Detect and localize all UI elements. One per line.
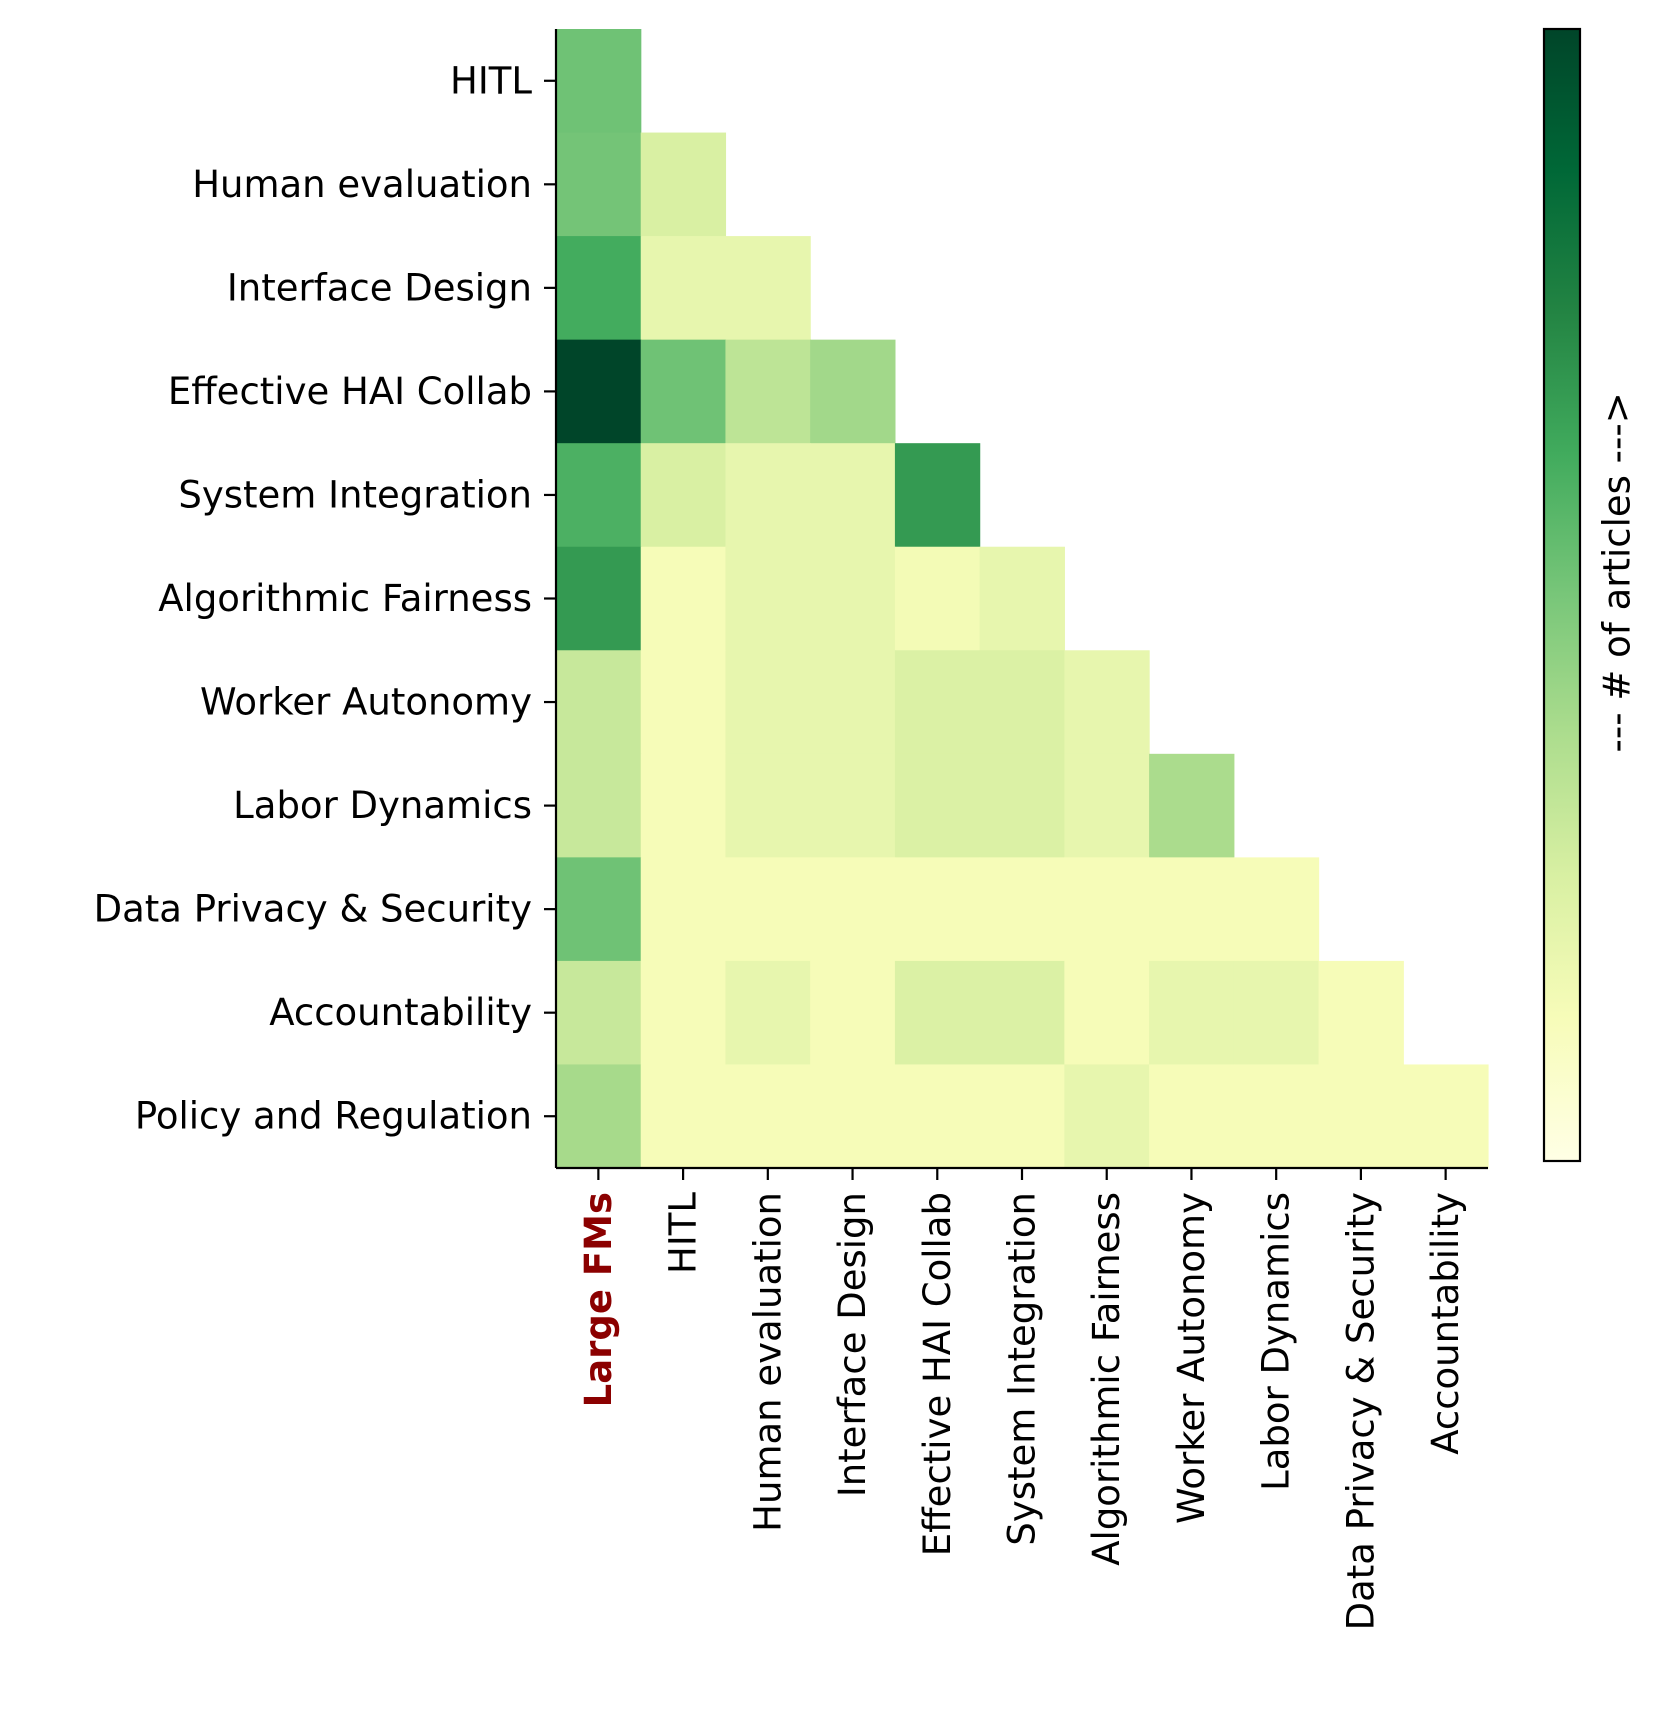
heatmap-cell bbox=[725, 960, 811, 1066]
heatmap-cell bbox=[894, 650, 981, 755]
x-tick-label: Data Privacy & Security bbox=[1339, 1192, 1382, 1630]
heatmap-cell bbox=[556, 1064, 642, 1169]
x-tick-label: Accountability bbox=[1424, 1192, 1467, 1455]
heatmap-cell bbox=[640, 546, 727, 651]
heatmap-cell bbox=[979, 546, 1065, 651]
heatmap-cell bbox=[1149, 753, 1235, 858]
heatmap-cell bbox=[810, 753, 896, 858]
y-tick-label: Worker Autonomy bbox=[200, 681, 532, 724]
heatmap-cell bbox=[894, 1064, 981, 1169]
y-tick-label: Algorithmic Fairness bbox=[158, 577, 532, 620]
heatmap-cell bbox=[1064, 650, 1150, 755]
heatmap-cell bbox=[979, 857, 1065, 962]
x-tick-label: HITL bbox=[662, 1192, 705, 1274]
heatmap-cell bbox=[556, 29, 642, 134]
colorbar-label: --- # of articles ---> bbox=[1596, 392, 1639, 752]
heatmap-cell bbox=[810, 960, 896, 1066]
heatmap-cell bbox=[640, 339, 727, 444]
heatmap-cell bbox=[810, 857, 896, 962]
heatmap-cell bbox=[810, 546, 896, 651]
heatmap-cells bbox=[556, 29, 1489, 1169]
heatmap-cell bbox=[640, 650, 727, 755]
y-tick-label: Effective HAI Collab bbox=[168, 370, 532, 413]
heatmap-cell bbox=[556, 339, 642, 444]
heatmap-cell bbox=[725, 339, 811, 444]
heatmap-cell bbox=[640, 753, 727, 858]
heatmap-cell bbox=[810, 443, 896, 548]
x-tick-label: Human evaluation bbox=[746, 1192, 789, 1532]
heatmap-cell bbox=[640, 132, 727, 237]
heatmap-cell bbox=[894, 443, 981, 548]
heatmap-axes bbox=[544, 29, 1488, 1180]
heatmap-cell bbox=[725, 236, 811, 341]
heatmap-cell bbox=[1064, 1064, 1150, 1169]
x-tick-label-highlight: Large FMs bbox=[577, 1192, 620, 1407]
heatmap-cell bbox=[725, 650, 811, 755]
heatmap-cell bbox=[725, 857, 811, 962]
heatmap-cell bbox=[979, 1064, 1065, 1169]
y-tick-label: Policy and Regulation bbox=[135, 1095, 532, 1138]
heatmap-cell bbox=[556, 650, 642, 755]
heatmap-cell bbox=[979, 960, 1065, 1066]
heatmap-cell bbox=[1233, 960, 1320, 1066]
x-tick-label: Worker Autonomy bbox=[1170, 1192, 1213, 1524]
heatmap-cell bbox=[1318, 960, 1404, 1066]
x-tick-label: Algorithmic Fairness bbox=[1085, 1192, 1128, 1566]
heatmap-cell bbox=[725, 443, 811, 548]
colorbar: --- # of articles ---> bbox=[1542, 27, 1639, 1163]
heatmap-cell bbox=[894, 857, 981, 962]
heatmap-cell bbox=[1064, 857, 1150, 962]
heatmap-cell bbox=[1149, 1064, 1235, 1169]
x-tick-label: Effective HAI Collab bbox=[916, 1192, 959, 1556]
x-tick-label: Interface Design bbox=[831, 1192, 874, 1497]
heatmap-cell bbox=[979, 650, 1065, 755]
y-tick-label: Human evaluation bbox=[192, 163, 532, 206]
heatmap-cell bbox=[725, 1064, 811, 1169]
heatmap-cell bbox=[556, 753, 642, 858]
heatmap-cell bbox=[640, 857, 727, 962]
heatmap-cell bbox=[894, 753, 981, 858]
x-tick-label: Labor Dynamics bbox=[1255, 1192, 1298, 1491]
heatmap-cell bbox=[640, 960, 727, 1066]
heatmap-cell bbox=[810, 650, 896, 755]
y-tick-label: Accountability bbox=[269, 991, 532, 1034]
heatmap-cell bbox=[1149, 960, 1235, 1066]
heatmap-cell bbox=[1064, 960, 1150, 1066]
y-tick-label: System Integration bbox=[178, 473, 532, 516]
heatmap-cell bbox=[810, 1064, 896, 1169]
heatmap-cell bbox=[1149, 857, 1235, 962]
heatmap-cell bbox=[810, 339, 896, 444]
y-tick-label: Interface Design bbox=[227, 266, 532, 309]
x-tick-label: System Integration bbox=[1001, 1192, 1044, 1546]
heatmap-cell bbox=[640, 236, 727, 341]
heatmap-cell bbox=[1318, 1064, 1404, 1169]
heatmap-cell bbox=[640, 443, 727, 548]
x-tick-labels: Large FMs HITL Human evaluation Interface D… bbox=[577, 1192, 1467, 1631]
colorbar-gradient bbox=[1542, 27, 1582, 1163]
y-tick-label: Data Privacy & Security bbox=[94, 888, 532, 931]
heatmap-cell bbox=[556, 960, 642, 1066]
heatmap-cell bbox=[640, 1064, 727, 1169]
heatmap-cell bbox=[1233, 857, 1320, 962]
y-tick-label: Labor Dynamics bbox=[233, 784, 532, 827]
heatmap-cell bbox=[979, 753, 1065, 858]
heatmap-cell bbox=[725, 546, 811, 651]
heatmap-cell bbox=[725, 753, 811, 858]
heatmap-cell bbox=[556, 857, 642, 962]
heatmap-cell bbox=[1064, 753, 1150, 858]
y-tick-labels: HITL Human evaluation Interface Design Effe… bbox=[94, 59, 533, 1137]
y-tick-label: HITL bbox=[450, 59, 532, 102]
heatmap-cell bbox=[894, 960, 981, 1066]
heatmap-cell bbox=[556, 236, 642, 341]
heatmap-cell bbox=[1233, 1064, 1320, 1169]
heatmap-cell bbox=[556, 546, 642, 651]
heatmap-cell bbox=[556, 132, 642, 237]
heatmap-cell bbox=[1403, 1064, 1489, 1169]
heatmap-cell bbox=[894, 546, 981, 651]
heatmap-cell bbox=[556, 443, 642, 548]
